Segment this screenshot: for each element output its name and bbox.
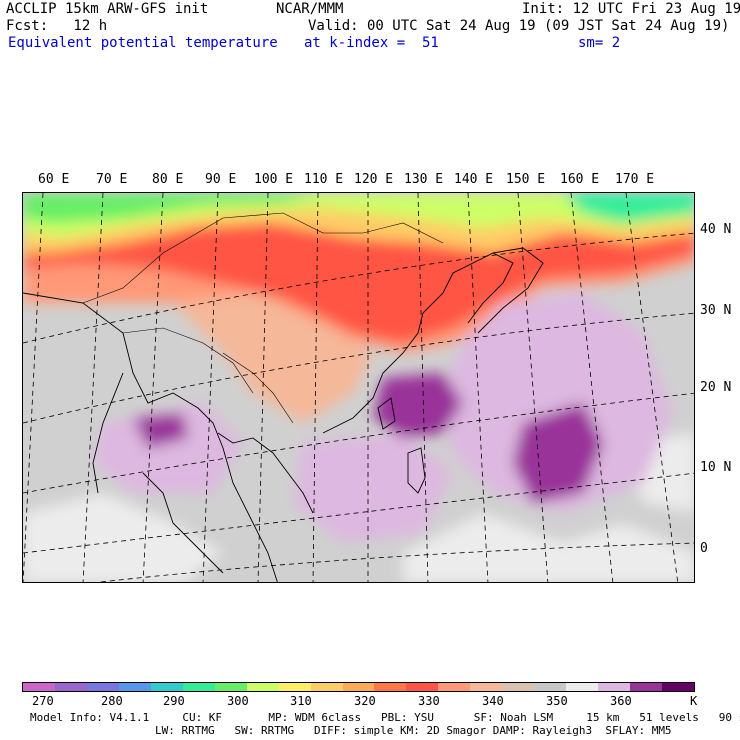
lon-label: 80 E: [152, 172, 184, 187]
lon-label: 90 E: [205, 172, 237, 187]
lon-label: 110 E: [304, 172, 344, 187]
lon-label: 150 E: [506, 172, 546, 187]
map-canvas: [23, 193, 694, 582]
colorbar-swatch: [118, 683, 151, 691]
colorbar-swatch: [86, 683, 119, 691]
model-info: Model Info: V4.1.1 CU: KF MP: WDM 6class…: [30, 711, 740, 724]
colorbar: [22, 682, 695, 692]
lon-label: 60 E: [38, 172, 70, 187]
colorbar-tick: 280: [101, 694, 123, 708]
colorbar-swatch: [278, 683, 311, 691]
lon-label: 130 E: [404, 172, 444, 187]
colorbar-swatch: [23, 683, 55, 691]
lat-label: 40 N: [700, 222, 732, 237]
colorbar-swatch: [182, 683, 215, 691]
colorbar-swatch: [470, 683, 503, 691]
colorbar-swatch: [566, 683, 599, 691]
colorbar-swatch: [662, 683, 695, 691]
colorbar-tick: 270: [32, 694, 54, 708]
field-shading: [23, 193, 694, 582]
colorbar-swatch: [630, 683, 663, 691]
lat-label: 0: [700, 541, 708, 556]
colorbar-tick: 310: [290, 694, 312, 708]
colorbar-swatch: [310, 683, 343, 691]
lat-label: 10 N: [700, 460, 732, 475]
colorbar-swatch: [150, 683, 183, 691]
colorbar-swatch: [342, 683, 375, 691]
colorbar-swatch: [502, 683, 535, 691]
colorbar-tick: 340: [482, 694, 504, 708]
lat-label: 30 N: [700, 303, 732, 318]
lon-label: 100 E: [254, 172, 294, 187]
colorbar-swatch: [374, 683, 407, 691]
model-level: at k-index = 51: [304, 35, 439, 51]
title-center: NCAR/MMM: [276, 1, 344, 17]
colorbar-tick: 330: [418, 694, 440, 708]
physics-info: LW: RRTMG SW: RRTMG DIFF: simple KM: 2D …: [155, 724, 672, 737]
colorbar-swatch: [534, 683, 567, 691]
colorbar-tick: 360: [610, 694, 632, 708]
title-left: ACCLIP 15km ARW-GFS init: [6, 1, 209, 17]
colorbar-swatch: [54, 683, 87, 691]
colorbar-swatch: [246, 683, 279, 691]
colorbar-tick: 290: [163, 694, 185, 708]
colorbar-tick: 350: [546, 694, 568, 708]
colorbar-tick: 300: [227, 694, 249, 708]
colorbar-tick: 320: [354, 694, 376, 708]
colorbar-swatch: [598, 683, 631, 691]
lon-label: 170 E: [615, 172, 655, 187]
colorbar-swatch: [214, 683, 247, 691]
lat-label: 20 N: [700, 380, 732, 395]
lon-label: 140 E: [454, 172, 494, 187]
init-time: Init: 12 UTC Fri 23 Aug 19: [522, 1, 740, 17]
smoothing: sm= 2: [578, 35, 621, 51]
lon-label: 70 E: [96, 172, 128, 187]
field-name: Equivalent potential temperature: [8, 35, 278, 51]
colorbar-swatch: [406, 683, 439, 691]
graticule: [23, 193, 694, 582]
colorbar-swatch: [438, 683, 471, 691]
colorbar-unit: K: [690, 694, 698, 708]
theta-e-map: [22, 192, 695, 583]
forecast-hour: Fcst: 12 h: [6, 18, 108, 34]
valid-time: Valid: 00 UTC Sat 24 Aug 19 (09 JST Sat …: [308, 18, 730, 34]
lon-label: 120 E: [354, 172, 394, 187]
lon-label: 160 E: [560, 172, 600, 187]
